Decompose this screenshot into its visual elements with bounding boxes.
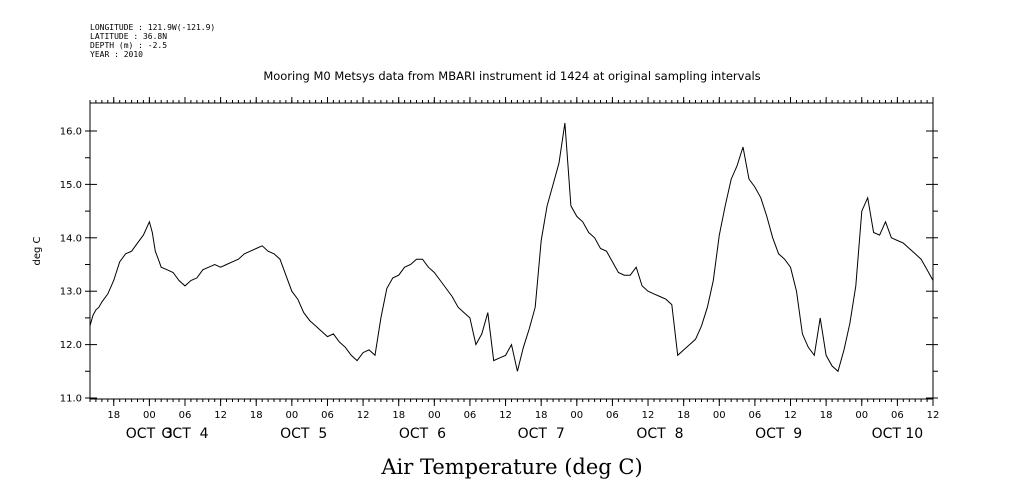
y-axis: 11.0 12.0 13.0 14.0 15.0 16.0 <box>60 127 933 405</box>
x-hour-label: 00 <box>285 410 298 421</box>
header-year: YEAR : 2010 <box>90 50 143 59</box>
x-hour-label: 00 <box>143 410 156 421</box>
y-tick-label: 11.0 <box>60 394 82 405</box>
x-hour-label: 12 <box>214 410 227 421</box>
y-tick-label: 14.0 <box>60 233 82 244</box>
x-hour-label: 06 <box>606 410 619 421</box>
y-tick-label: 15.0 <box>60 180 82 191</box>
header-longitude: LONGITUDE : 121.9W(-121.9) <box>90 23 215 32</box>
y-tick-label: 13.0 <box>60 287 82 298</box>
x-axis: 18 00 06 12 18 00 06 12 18 00 06 12 18 00 06 12 18 00 06 12… <box>107 97 939 442</box>
x-hour-label: 12 <box>642 410 655 421</box>
header-latitude: LATITUDE : 36.8N <box>90 32 167 41</box>
y-tick-label: 16.0 <box>60 127 82 138</box>
x-day-label: OCT 6 <box>399 426 446 442</box>
x-day-label: OCT 5 <box>280 426 327 442</box>
minor-ticks <box>85 100 938 402</box>
x-hour-label: 18 <box>677 410 690 421</box>
x-hour-label: 18 <box>392 410 405 421</box>
x-hour-label: 12 <box>357 410 370 421</box>
x-hour-label: 00 <box>713 410 726 421</box>
plot-frame <box>89 102 934 400</box>
x-day-label: OCT 10 <box>872 426 924 442</box>
x-hour-label: 12 <box>784 410 797 421</box>
series-line-air-temperature <box>89 122 934 373</box>
x-hour-label: 12 <box>499 410 512 421</box>
x-axis-title: Air Temperature (deg C) <box>380 455 642 479</box>
chart-title: Mooring M0 Metsys data from MBARI instru… <box>263 69 760 83</box>
x-hour-label: 06 <box>749 410 762 421</box>
x-hour-label: 12 <box>927 410 940 421</box>
header-depth: DEPTH (m) : -2.5 <box>90 41 167 50</box>
x-day-label: OCT 3 <box>126 426 173 442</box>
x-hour-label: 00 <box>855 410 868 421</box>
x-day-label: OCT 8 <box>636 426 683 442</box>
y-axis-label: deg C <box>32 236 43 265</box>
x-day-label: OCT 4 <box>161 426 208 442</box>
x-day-label: OCT 9 <box>755 426 802 442</box>
y-tick-label: 12.0 <box>60 340 82 351</box>
x-hour-label: 18 <box>820 410 833 421</box>
x-hour-label: 00 <box>428 410 441 421</box>
x-hour-label: 00 <box>570 410 583 421</box>
header-info: LONGITUDE : 121.9W(-121.9) LATITUDE : 36… <box>90 23 215 59</box>
x-hour-label: 06 <box>891 410 904 421</box>
x-hour-label: 06 <box>464 410 477 421</box>
minor-tick-marks <box>85 100 938 402</box>
x-hour-label: 18 <box>107 410 120 421</box>
x-hour-label: 06 <box>321 410 334 421</box>
x-hour-label: 06 <box>179 410 192 421</box>
x-hour-label: 18 <box>250 410 263 421</box>
x-hour-label: 18 <box>535 410 548 421</box>
x-day-label: OCT 7 <box>518 426 565 442</box>
